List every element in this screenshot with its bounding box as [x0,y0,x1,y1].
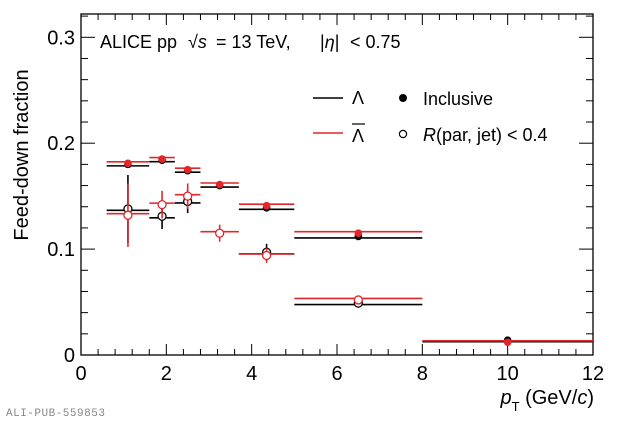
data-point [262,201,271,210]
series-2 [106,174,423,308]
legend: Λ Λ Inclusive R(par, jet) < 0.4 [313,88,548,146]
data-point [157,199,167,210]
data-point [183,191,193,201]
header-energy: = 13 TeV, [216,32,291,52]
legend-label-inclusive: Inclusive [423,89,493,109]
x-tick-label: 0 [75,363,86,385]
legend-label-antilambda: Λ [352,126,364,146]
x-tick-label: 6 [331,363,342,385]
y-tick-label: 0.3 [47,27,75,49]
data-point [354,229,363,238]
header-sqrt-s: √s [188,32,207,52]
x-tick-label: 12 [582,363,604,385]
header-experiment: ALICE pp [100,32,177,52]
data-point [215,180,224,189]
publication-id: ALI-PUB-559853 [6,408,106,420]
series-1 [106,155,593,347]
x-axis-title-unit: (GeV/ [520,387,578,409]
x-axis-title-sub: T [512,399,520,414]
series-0 [106,156,593,344]
legend-marker-inclusive [399,94,407,102]
legend-label-jet: R(par, jet) < 0.4 [423,125,548,145]
x-axis-title-close: ) [587,387,594,409]
header-eta-cut: < 0.75 [350,32,401,52]
y-tick-label: 0.2 [47,133,75,155]
x-axis-title: pT (GeV/c) [499,387,594,414]
data-point [215,228,225,238]
x-tick-label: 10 [497,363,519,385]
y-axis-title: Feed-down fraction [11,69,33,240]
data-point [503,338,512,347]
y-tick-label: 0.1 [47,239,75,261]
x-tick-label: 4 [246,363,257,385]
y-tick-label: 0 [64,345,75,367]
legend-label-lambda: Λ [352,88,364,108]
legend-marker-jet [398,129,408,139]
data-point [183,165,192,174]
chart-header: ALICE pp √s = 13 TeV, |η| < 0.75 [100,32,401,52]
x-axis-title-c: c [577,387,587,409]
data-point [261,250,272,261]
data-point [158,155,166,163]
x-tick-label: 2 [161,363,172,385]
x-tick-label: 8 [417,363,428,385]
data-point [123,210,133,220]
x-axis-title-p: p [499,387,511,409]
data-point [353,295,363,305]
series-3 [106,183,423,305]
data-point [124,159,132,168]
header-eta: |η| [320,32,339,52]
